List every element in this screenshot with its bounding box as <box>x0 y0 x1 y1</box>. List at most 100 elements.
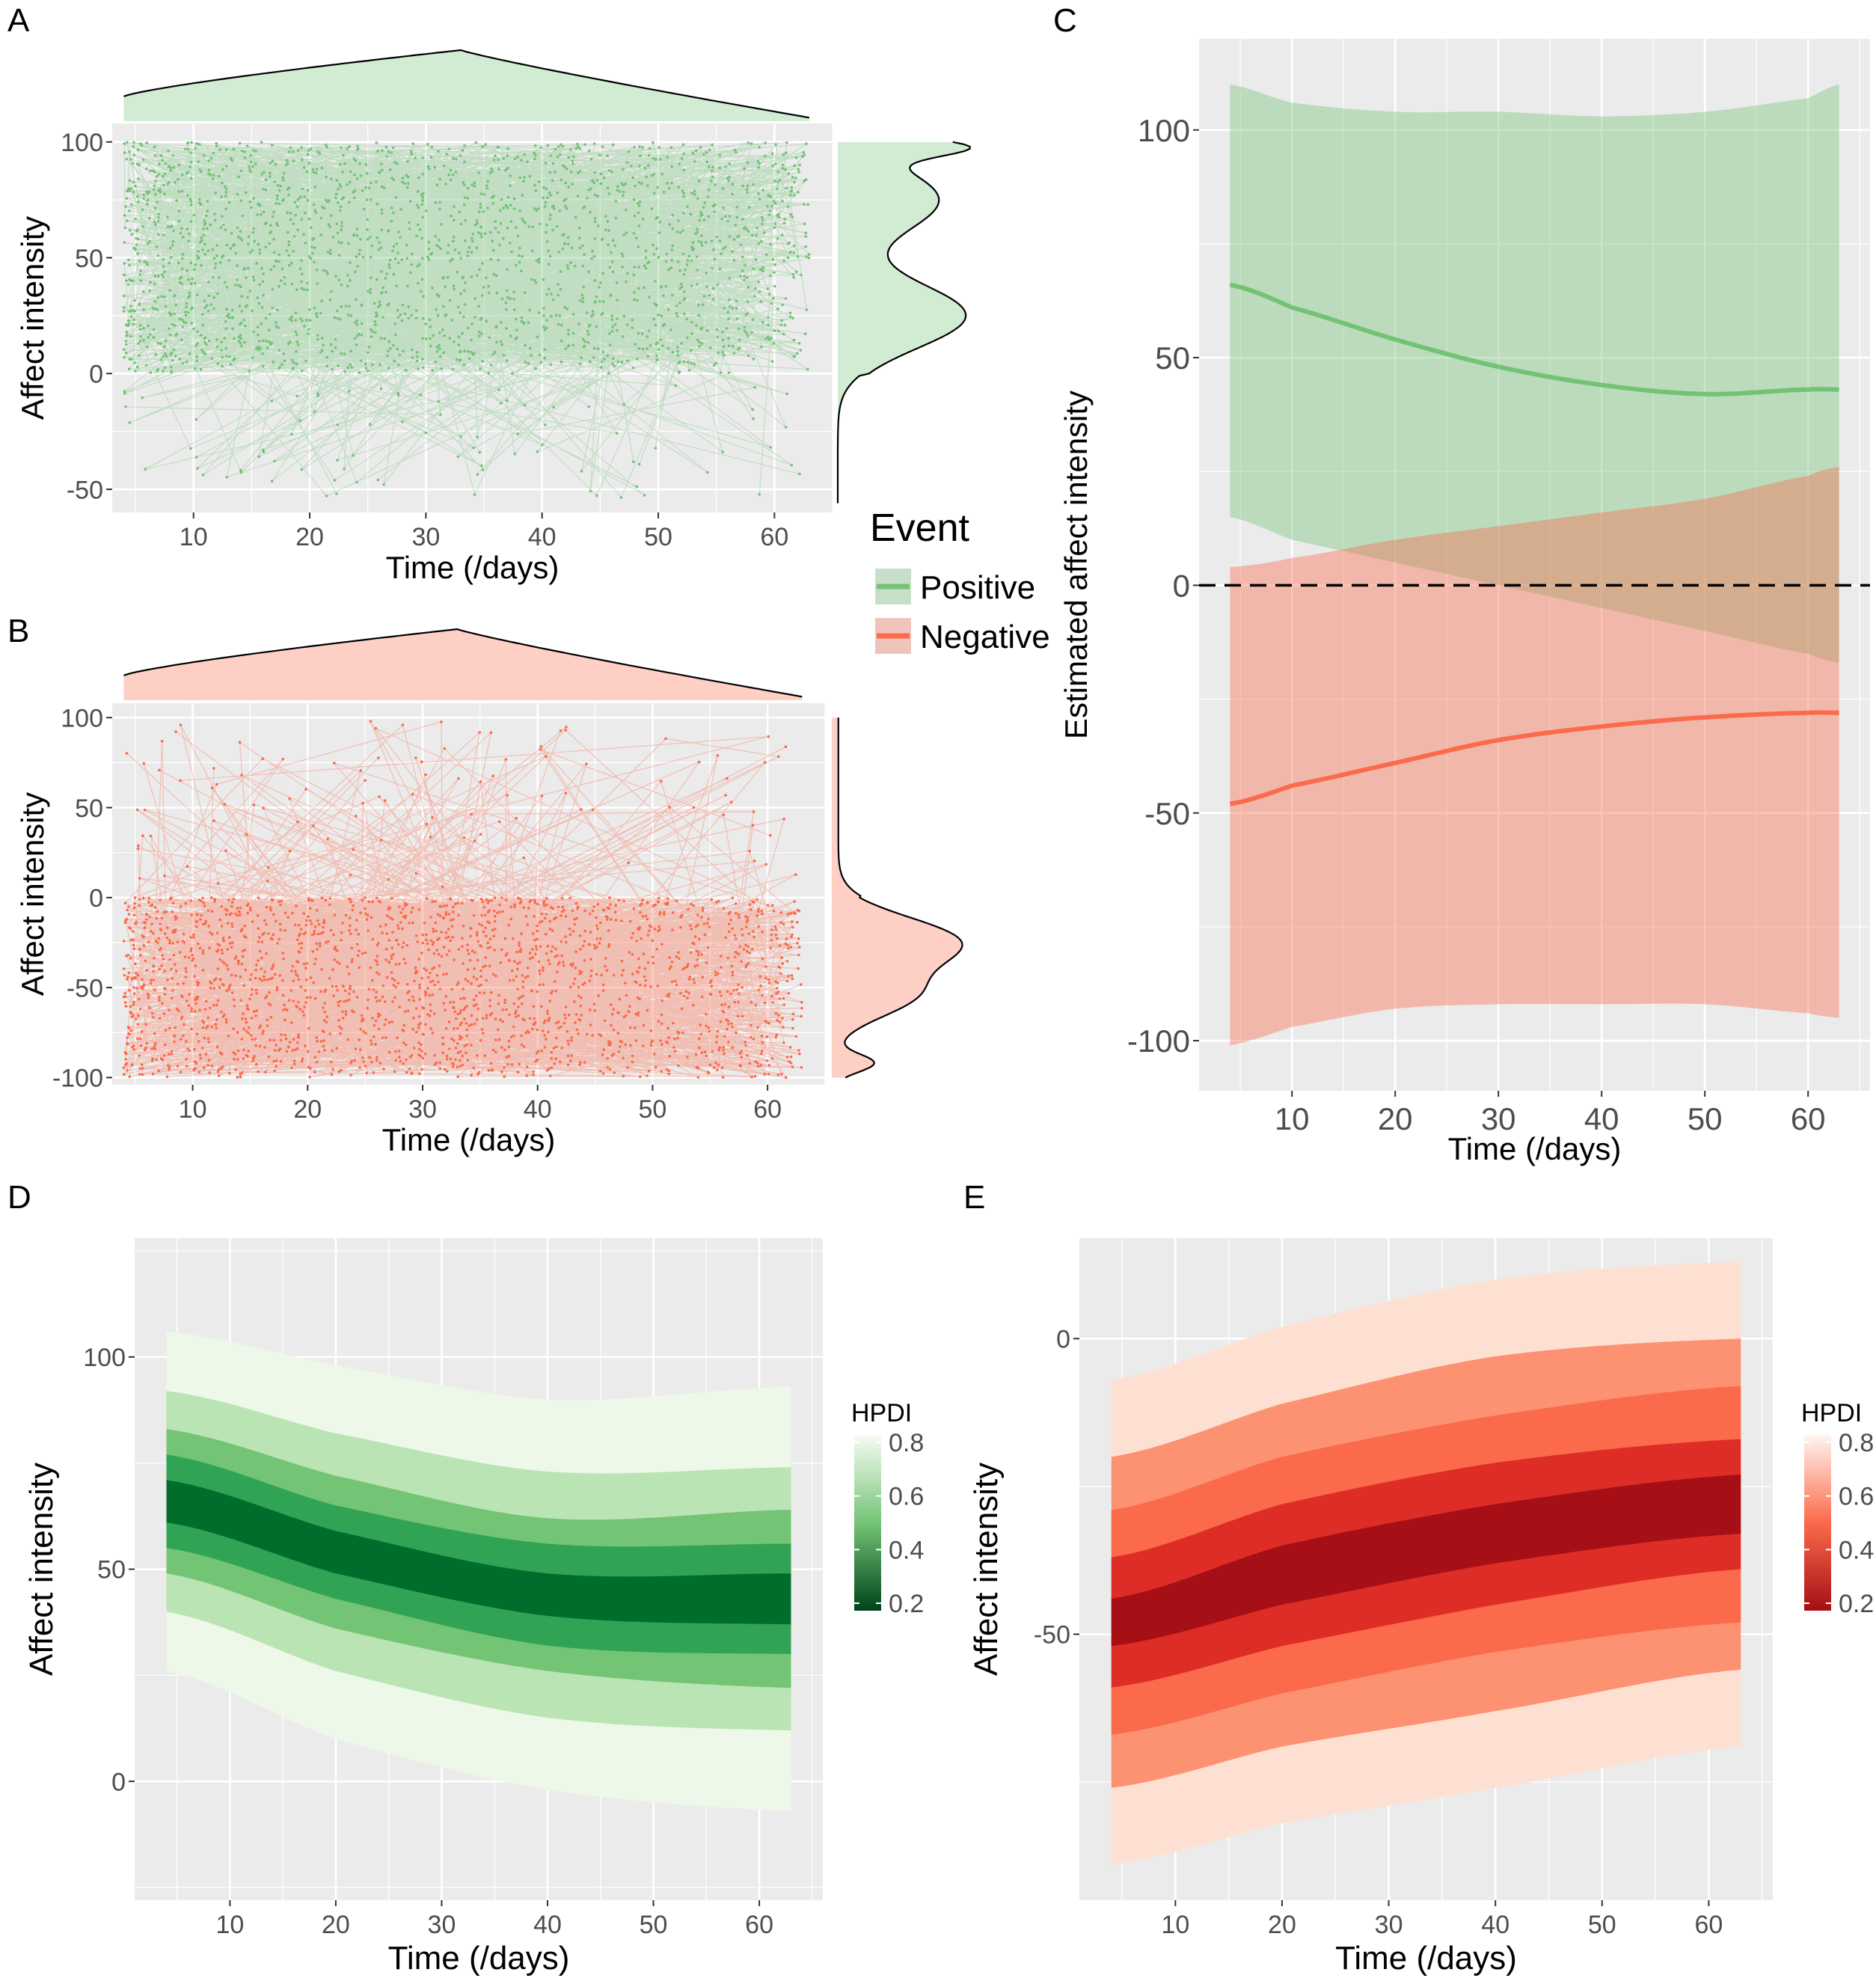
data-point <box>646 347 649 350</box>
data-point <box>791 1017 794 1021</box>
data-point <box>602 177 606 180</box>
data-point <box>150 1047 153 1050</box>
data-point <box>607 192 610 195</box>
panel-label-d: D <box>7 1179 31 1216</box>
data-point <box>530 989 534 993</box>
data-point <box>162 265 165 269</box>
data-point <box>434 361 437 364</box>
data-point <box>616 185 619 189</box>
data-point <box>307 217 311 221</box>
data-point <box>593 217 597 220</box>
data-point <box>798 1052 801 1056</box>
data-point <box>257 455 261 459</box>
data-point <box>576 195 580 198</box>
data-point <box>692 806 696 809</box>
data-point <box>133 896 137 899</box>
data-point <box>373 320 377 323</box>
data-point <box>267 340 271 343</box>
data-point <box>489 257 493 261</box>
data-point <box>601 237 604 241</box>
data-point <box>248 978 252 981</box>
data-point <box>209 986 212 990</box>
data-point <box>507 1045 511 1049</box>
data-point <box>370 916 373 919</box>
data-point <box>222 984 225 987</box>
data-point <box>781 303 784 307</box>
data-point <box>456 358 459 361</box>
data-point <box>682 152 686 156</box>
legend-negative-label: Negative <box>920 619 1050 655</box>
data-point <box>470 322 473 325</box>
data-point <box>300 146 303 149</box>
data-point <box>242 319 245 322</box>
data-point <box>782 221 786 225</box>
data-point <box>503 1066 506 1069</box>
data-point <box>757 242 761 245</box>
data-point <box>162 258 165 261</box>
data-point <box>705 285 708 289</box>
data-point <box>162 345 166 349</box>
data-point <box>186 865 189 868</box>
data-point <box>230 973 233 977</box>
data-point <box>608 343 612 346</box>
data-point <box>387 906 390 909</box>
data-point <box>551 228 554 232</box>
hpdi-legend-label: 0.8 <box>1839 1429 1874 1457</box>
data-point <box>206 209 209 213</box>
data-point <box>455 1017 458 1020</box>
data-point <box>486 206 489 209</box>
data-point <box>318 922 321 926</box>
data-point <box>641 915 645 918</box>
data-point <box>353 337 357 340</box>
data-point <box>364 896 367 899</box>
data-point <box>482 991 485 995</box>
data-point <box>338 962 341 965</box>
data-point <box>390 177 393 180</box>
data-point <box>444 1008 447 1011</box>
data-point <box>787 205 790 209</box>
data-point <box>262 1029 265 1032</box>
data-point <box>239 199 243 203</box>
data-point <box>604 215 607 218</box>
data-point <box>185 172 188 175</box>
data-point <box>448 298 452 302</box>
data-point <box>554 1021 558 1025</box>
data-point <box>657 256 660 259</box>
data-point <box>509 297 512 301</box>
data-point <box>543 205 547 208</box>
data-point <box>322 269 325 272</box>
data-point <box>272 215 275 218</box>
data-point <box>454 171 458 174</box>
data-point <box>168 246 172 250</box>
data-point <box>462 363 466 367</box>
data-point <box>478 450 482 454</box>
data-point <box>316 315 319 319</box>
data-point <box>767 316 770 319</box>
data-point <box>692 978 696 982</box>
data-point <box>772 342 776 345</box>
data-point <box>461 937 464 940</box>
data-point <box>399 208 402 211</box>
data-point <box>777 755 780 759</box>
data-point <box>491 195 494 199</box>
data-point <box>681 143 685 147</box>
data-point <box>393 161 396 164</box>
data-point <box>405 257 409 260</box>
data-point <box>648 924 652 928</box>
data-point <box>637 331 640 335</box>
data-point <box>313 1056 317 1059</box>
data-point <box>358 1038 361 1041</box>
data-point <box>373 301 376 305</box>
data-point <box>591 180 594 183</box>
data-point <box>462 988 465 991</box>
data-point <box>313 932 316 936</box>
data-point <box>421 195 424 199</box>
data-point <box>550 1057 554 1060</box>
data-point <box>369 236 372 239</box>
data-point <box>396 347 399 351</box>
data-point <box>159 358 163 361</box>
data-point <box>278 285 281 288</box>
data-point <box>499 340 503 343</box>
data-point <box>206 1064 209 1067</box>
data-point <box>268 328 271 332</box>
